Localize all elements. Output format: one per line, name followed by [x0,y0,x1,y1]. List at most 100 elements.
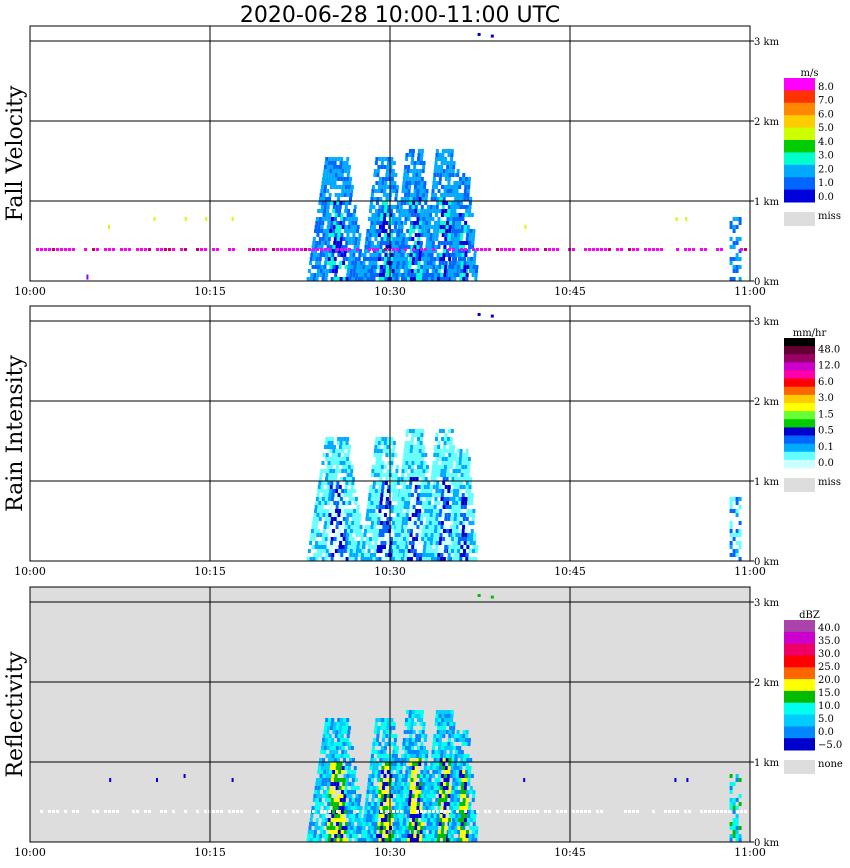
x-tick-label: 10:30 [374,285,406,298]
colorbar-label: 48.0 [818,344,840,355]
x-tick-label: 10:15 [194,285,226,298]
colorbar-swatch [784,115,815,129]
panel-ylabel: Rain Intensity [3,354,28,511]
plot-frame [29,25,751,282]
colorbar-swatch [784,643,815,656]
y-tick-label: 0 km [754,557,780,568]
colorbar-label: 20.0 [818,675,840,686]
colorbar-label: 1.5 [818,409,834,420]
colorbar-label: 10.0 [818,701,840,712]
colorbar-label: 0.0 [818,727,834,738]
x-tick-label: 10:30 [374,846,406,859]
colorbar-swatch [784,102,815,116]
y-tick-label: 1 km [754,477,780,488]
colorbar-swatch [784,435,815,445]
colorbar-swatch [784,354,815,363]
colorbar-swatch [784,403,815,412]
colorbar-swatch [784,667,815,680]
panel-rain-intensity: 10:00 10:15 10:30 10:45 11:000 km 1 km 2 km 3 k… [3,305,841,578]
colorbar-label: 0.5 [818,426,834,437]
y-tick-label: 2 km [754,678,780,689]
colorbar-swatch [784,378,815,388]
colorbar-swatch [784,443,815,453]
y-tick-label: 3 km [754,598,780,609]
colorbar-swatch [784,631,815,645]
colorbar-label: 0.0 [818,192,834,203]
echo-pixels [306,313,742,561]
colorbar-label: 8.0 [818,82,834,93]
colorbar-swatch [784,702,815,716]
colorbar-swatch [784,427,815,436]
colorbar-miss-swatch [784,478,815,492]
colorbar-label: 5.0 [818,714,834,725]
plot-frame [29,305,751,562]
colorbar-label: 3.0 [818,151,834,162]
colorbar-swatch [784,362,815,371]
colorbar-swatch [784,140,815,153]
y-tick-label: 2 km [754,117,780,128]
colorbar-label: 12.0 [818,361,840,372]
colorbar-label: 2.0 [818,164,834,175]
y-tick-label: 3 km [754,317,780,328]
colorbar-swatch [784,78,815,91]
x-tick-label: 10:00 [14,565,46,578]
colorbar-label: 6.0 [818,109,834,120]
colorbar-swatch [784,451,815,461]
colorbar-label: 25.0 [818,662,840,673]
colorbar-unit: m/s [801,68,819,79]
x-tick-label: 10:45 [554,846,586,859]
colorbar-miss-label: miss [818,211,841,222]
colorbar-label: 5.0 [818,123,834,134]
chart-title: 2020-06-28 10:00-11:00 UTC [240,3,560,28]
y-tick-label: 2 km [754,397,780,408]
panel-ylabel: Reflectivity [3,651,28,778]
colorbar-swatch [784,726,815,739]
colorbar-swatch [784,655,815,668]
colorbar-label: 4.0 [818,137,834,148]
colorbar-miss-label: none [818,759,843,770]
x-tick-label: 11:00 [734,846,766,859]
y-tick-label: 1 km [754,758,780,769]
colorbar-label: 30.0 [818,649,840,660]
x-tick-label: 11:00 [734,285,766,298]
panel-ylabel: Fall Velocity [3,85,28,221]
colorbar-label: 1.0 [818,178,834,189]
colorbar-swatch [784,394,815,404]
colorbar-swatch [784,714,815,727]
x-tick-label: 10:00 [14,285,46,298]
echo-pixels [36,33,747,281]
y-tick-label: 3 km [754,37,780,48]
colorbar-label: 0.0 [818,458,834,469]
x-tick-label: 10:00 [14,846,46,859]
colorbar-swatch [784,370,815,380]
colorbar-swatch [784,738,815,751]
colorbar-swatch [784,338,815,347]
colorbar-miss-swatch [784,212,815,226]
colorbar-miss-label: miss [818,477,841,488]
x-tick-label: 10:30 [374,565,406,578]
colorbar-swatch [784,90,815,104]
colorbar-swatch [784,620,815,633]
panel-reflectivity: 10:00 10:15 10:30 10:45 11:000 km 1 km 2 km 3 k… [3,586,843,859]
colorbar-label: −5.0 [818,740,842,751]
x-tick-label: 10:15 [194,846,226,859]
colorbar-label: 6.0 [818,377,834,388]
colorbar-label: 35.0 [818,636,840,647]
colorbar-swatch [784,459,815,469]
x-tick-label: 10:45 [554,285,586,298]
colorbar-unit: dBZ [799,610,820,621]
colorbar-label: 40.0 [818,623,840,634]
colorbar-label: 7.0 [818,96,834,107]
x-tick-label: 11:00 [734,565,766,578]
colorbar-swatch [784,679,815,692]
colorbar-swatch [784,177,815,191]
colorbar-swatch [784,386,815,396]
colorbar-swatch [784,127,815,141]
colorbar-swatch [784,419,815,428]
x-tick-label: 10:45 [554,565,586,578]
x-tick-label: 10:15 [194,565,226,578]
colorbar-swatch [784,164,815,178]
colorbar-label: 15.0 [818,688,840,699]
y-tick-label: 0 km [754,838,780,849]
